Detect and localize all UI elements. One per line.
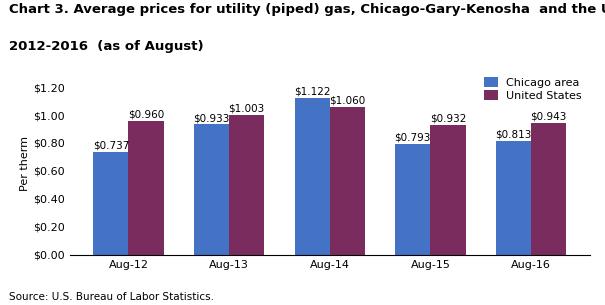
Text: $0.960: $0.960 [128,109,164,119]
Bar [93,152,128,255]
Text: $0.793: $0.793 [394,133,431,142]
Bar [430,124,466,255]
Bar [128,121,164,255]
Text: $0.933: $0.933 [193,113,230,123]
Text: $1.060: $1.060 [329,95,365,105]
Text: $0.813: $0.813 [495,130,532,140]
Bar [229,115,264,255]
Y-axis label: Per therm: Per therm [20,136,30,192]
Bar [330,107,365,255]
Text: $0.943: $0.943 [531,112,567,122]
Text: $0.932: $0.932 [430,113,466,123]
Bar [495,141,531,255]
Bar [531,123,566,255]
Bar [295,98,330,255]
Text: Chart 3. Average prices for utility (piped) gas, Chicago-Gary-Kenosha  and the U: Chart 3. Average prices for utility (pip… [9,3,605,16]
Text: $1.003: $1.003 [229,103,265,113]
Bar [395,144,430,255]
Legend: Chicago area, United States: Chicago area, United States [482,75,584,103]
Text: 2012-2016  (as of August): 2012-2016 (as of August) [9,40,204,53]
Bar [194,124,229,255]
Text: $1.122: $1.122 [294,87,330,97]
Text: Source: U.S. Bureau of Labor Statistics.: Source: U.S. Bureau of Labor Statistics. [9,292,214,302]
Text: $0.737: $0.737 [93,140,129,150]
